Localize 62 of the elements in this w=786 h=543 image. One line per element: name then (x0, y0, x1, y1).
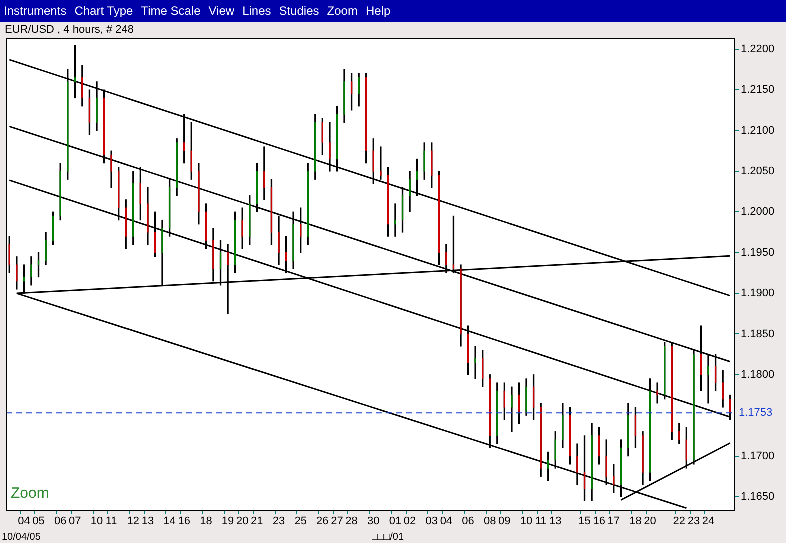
x-tick-label: 01 (389, 516, 402, 528)
x-tick-label: 04 (440, 516, 453, 528)
y-tick-label: 1.1650 (741, 491, 775, 504)
x-tick-label: 10 (90, 516, 104, 528)
x-tick-label: 12 (127, 516, 140, 528)
y-tick-label: 1.2200 (741, 43, 775, 56)
y-tick-label: 1.1700 (741, 450, 775, 462)
chart-title: EUR/USD , 4 hours, # 248 (5, 24, 134, 36)
x-tick-label: 16 (593, 516, 606, 528)
x-tick-label: 09 (498, 516, 511, 528)
x-tick-label: 20 (644, 516, 656, 528)
x-tick-label: 16 (178, 516, 190, 528)
text: 10/04/05 (2, 532, 42, 543)
x-tick-label: 04 (18, 516, 30, 528)
y-tick-label: 1.2150 (741, 84, 775, 96)
x-tick-label: 02 (404, 516, 416, 528)
x-tick-label: 18 (200, 516, 212, 528)
x-tick-label: 28 (346, 516, 358, 528)
text: Zoom (327, 4, 358, 18)
y-tick-label: 1.2100 (741, 124, 775, 137)
x-tick-label: 18 (630, 516, 642, 528)
x-tick-label: 26 (316, 516, 329, 528)
x-tick-label: 03 (426, 516, 438, 528)
x-tick-label: 27 (331, 516, 344, 528)
x-tick-label: 23 (272, 516, 286, 528)
y-tick-label: 1.2000 (741, 206, 775, 218)
text: View (208, 4, 235, 18)
x-tick-label: 11 (106, 516, 118, 528)
y-tick-label: 1.1900 (741, 288, 775, 300)
x-tick-label: 21 (251, 516, 264, 528)
text: Help (366, 4, 391, 18)
x-tick-label: 05 (32, 516, 45, 528)
x-tick-label: 19 (222, 516, 234, 528)
x-tick-label: 07 (69, 516, 82, 528)
y-tick-label: 1.2050 (741, 165, 775, 178)
x-tick-label: 20 (236, 516, 249, 528)
text: □□□/01 (372, 532, 404, 543)
text: Time Scale (141, 4, 201, 18)
x-tick-label: 10 (520, 516, 533, 528)
ref-line-label: 1.1753 (739, 407, 773, 420)
text: Lines (242, 4, 272, 18)
x-tick-label: 15 (578, 516, 591, 528)
x-tick-label: 13 (142, 516, 154, 528)
x-tick-label: 30 (368, 516, 380, 528)
x-tick-label: 06 (54, 516, 67, 528)
x-tick-label: 08 (484, 516, 496, 528)
text: Instruments (4, 4, 67, 18)
y-tick-label: 1.1850 (741, 328, 775, 340)
annotation: Zoom (11, 485, 50, 502)
x-tick-label: 06 (462, 516, 474, 528)
text: Chart Type (74, 4, 134, 18)
x-tick-label: 14 (164, 516, 176, 528)
x-tick-label: 23 (688, 516, 700, 528)
x-tick-label: 11 (535, 516, 547, 528)
x-tick-label: 25 (294, 516, 307, 528)
x-tick-label: 13 (550, 516, 562, 528)
x-tick-label: 17 (608, 516, 620, 528)
y-tick-label: 1.1950 (741, 246, 775, 259)
text: Studies (279, 4, 320, 18)
y-tick-label: 1.1800 (741, 368, 775, 381)
x-tick-label: 24 (702, 516, 715, 528)
x-tick-label: 22 (673, 516, 686, 528)
